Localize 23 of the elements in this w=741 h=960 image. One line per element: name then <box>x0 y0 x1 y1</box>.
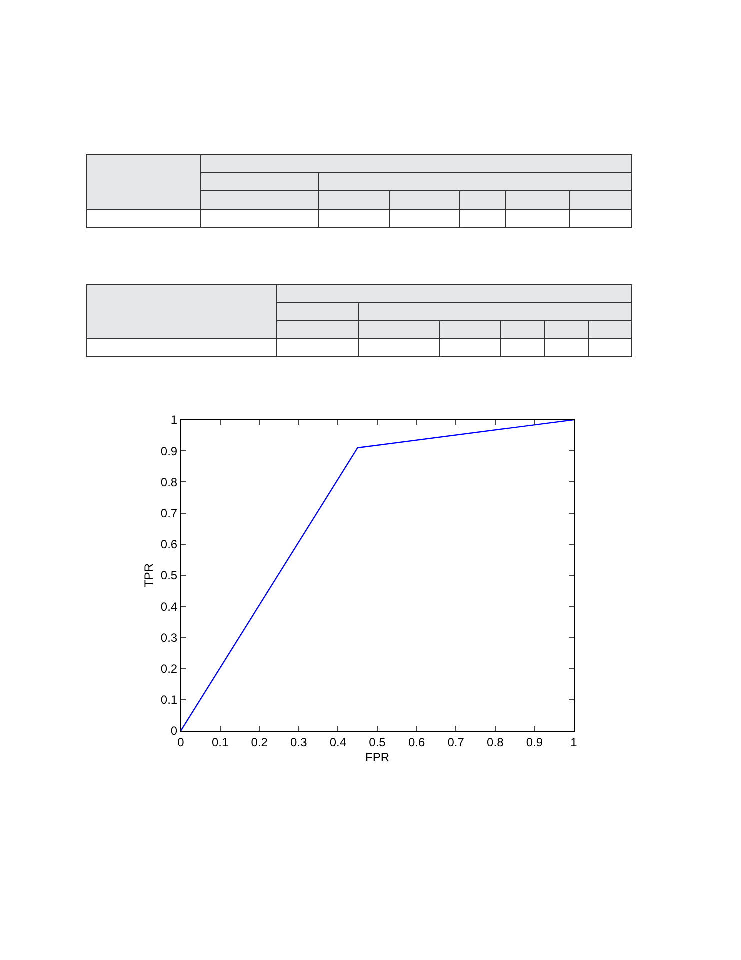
y-axis-title: TPR <box>142 563 156 588</box>
y-tick-label: 0.4 <box>160 600 178 614</box>
y-tick-label: 0.8 <box>160 475 178 490</box>
x-tick-label: 0.9 <box>526 735 544 750</box>
x-tick-label: 0.1 <box>212 735 229 750</box>
y-tick-label: 0.2 <box>160 662 178 676</box>
y-tick-label: 0.1 <box>160 693 178 708</box>
x-tick-label: 0.8 <box>487 735 504 750</box>
x-tick-label: 1 <box>570 735 578 750</box>
x-tick-label: 0.7 <box>448 735 465 750</box>
y-tick-label: 0.6 <box>160 538 178 552</box>
y-tick-label: 0.7 <box>160 506 178 520</box>
y-tick-label: 0.9 <box>160 444 178 458</box>
x-tick-label: 0.2 <box>251 735 268 750</box>
y-tick-label: 1 <box>170 413 178 428</box>
x-tick-label: 0.4 <box>330 735 347 750</box>
x-tick-label: 0.3 <box>290 735 308 750</box>
y-tick-label: 0.3 <box>160 630 178 645</box>
y-tick-label: 0.5 <box>160 568 178 583</box>
y-tick-label: 0 <box>170 724 178 738</box>
x-tick-label: 0.5 <box>369 735 386 750</box>
x-tick-label: 0.6 <box>408 735 426 750</box>
x-axis-title: FPR <box>366 750 390 764</box>
